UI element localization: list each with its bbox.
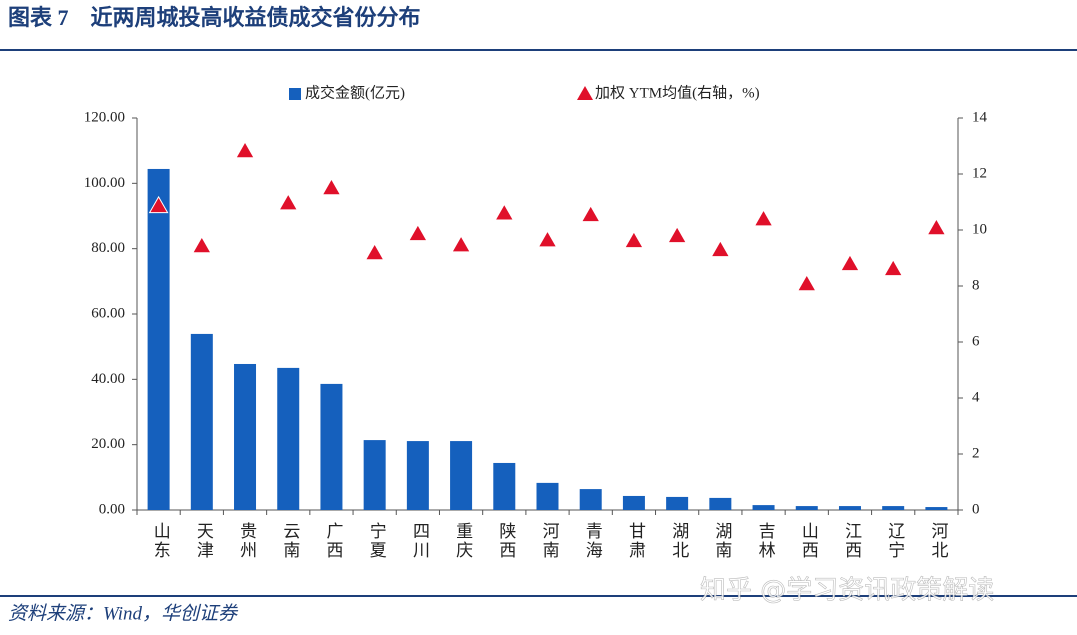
x-tick-label: 辽宁	[885, 522, 905, 560]
legend-swatch	[577, 86, 593, 100]
bar	[622, 495, 645, 510]
x-tick-label: 陕西	[496, 522, 515, 560]
bar	[795, 506, 818, 510]
x-tick-label: 河北	[928, 522, 948, 560]
bar	[277, 367, 300, 510]
watermark: 知乎 @学习资讯政策解读	[700, 576, 994, 606]
bar	[579, 489, 602, 510]
marker	[796, 274, 817, 292]
x-tick-label: 江西	[842, 522, 862, 560]
y2-tick-label: 2	[972, 445, 980, 461]
marker	[883, 258, 904, 277]
x-tick-label: 广西	[324, 522, 344, 560]
bar	[363, 440, 386, 510]
x-tick-label: 宁夏	[367, 522, 387, 560]
marker	[926, 218, 947, 236]
x-tick-label: 重庆	[453, 522, 473, 560]
x-tick-label: 天津	[194, 522, 214, 560]
marker	[753, 209, 774, 227]
marker	[580, 204, 601, 223]
marker	[710, 239, 731, 258]
legend-label: 成交金额(亿元)	[305, 83, 405, 101]
marker	[537, 230, 558, 248]
bar	[838, 506, 861, 510]
y2-tick-label: 10	[972, 221, 987, 237]
y-tick-label: 120.00	[84, 109, 125, 125]
y-tick-label: 100.00	[84, 175, 125, 191]
bar	[752, 505, 775, 510]
bar	[709, 497, 732, 510]
y2-tick-label: 6	[972, 333, 980, 349]
y2-tick-label: 12	[972, 165, 987, 181]
marker	[451, 235, 471, 253]
marker	[624, 230, 644, 249]
x-tick-label: 贵州	[237, 522, 256, 560]
bar	[147, 168, 170, 510]
marker	[494, 203, 515, 221]
marker	[321, 177, 342, 196]
bar	[925, 507, 948, 510]
x-tick-label: 四川	[410, 522, 430, 560]
source: 资料来源：Wind，华创证券	[8, 602, 239, 624]
marker	[278, 193, 299, 211]
y2-tick-label: 14	[972, 109, 988, 125]
x-tick-label: 甘肃	[626, 522, 646, 560]
y-tick-label: 60.00	[91, 305, 125, 321]
bar	[406, 441, 429, 510]
x-tick-label: 山东	[151, 522, 170, 560]
chart-title: 图表 7 近两周城投高收益债成交省份分布	[8, 5, 421, 30]
y2-tick-label: 4	[972, 389, 980, 405]
bar	[450, 441, 473, 510]
bar	[493, 462, 516, 510]
x-tick-label: 湖北	[669, 522, 689, 560]
marker	[191, 235, 212, 254]
bar	[666, 496, 689, 510]
bar	[320, 383, 343, 510]
x-tick-label: 云南	[280, 522, 300, 560]
legend-label: 加权 YTM均值(右轴，%)	[595, 84, 760, 101]
y-tick-label: 0.00	[99, 501, 125, 517]
marker	[667, 225, 687, 244]
marker	[364, 242, 385, 261]
bar	[536, 482, 559, 510]
marker	[408, 223, 428, 242]
y-tick-label: 40.00	[91, 371, 125, 387]
x-tick-label: 湖南	[712, 522, 732, 560]
x-tick-label: 山西	[799, 522, 818, 560]
marker	[148, 195, 169, 214]
x-tick-label: 吉林	[756, 522, 776, 560]
y-tick-label: 20.00	[91, 436, 125, 452]
bar	[882, 506, 905, 510]
marker	[840, 253, 860, 272]
y2-tick-label: 0	[972, 501, 980, 517]
legend-swatch	[289, 88, 301, 100]
marker	[235, 141, 255, 159]
x-tick-label: 青海	[583, 522, 603, 560]
bar	[190, 333, 213, 510]
y-tick-label: 80.00	[91, 240, 125, 256]
y2-tick-label: 8	[972, 277, 980, 293]
x-tick-label: 河南	[540, 522, 560, 560]
bar	[234, 363, 257, 510]
